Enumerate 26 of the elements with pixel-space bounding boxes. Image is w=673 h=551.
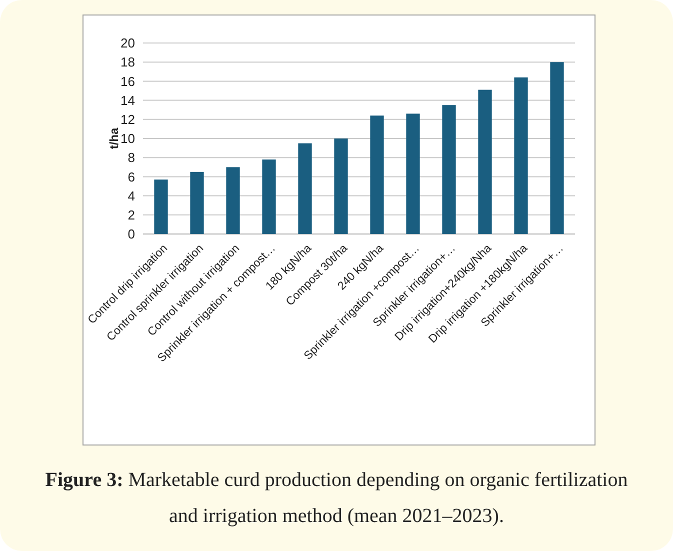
y-tick-label: 2 bbox=[128, 207, 135, 222]
bar bbox=[442, 105, 456, 234]
y-axis-title: t/ha bbox=[107, 128, 121, 150]
y-tick-label: 8 bbox=[128, 150, 135, 166]
bar bbox=[190, 172, 204, 234]
y-tick-label: 0 bbox=[128, 226, 135, 242]
bar bbox=[478, 90, 492, 234]
y-tick-label: 10 bbox=[120, 131, 135, 146]
bar bbox=[298, 143, 312, 234]
bar bbox=[262, 160, 276, 234]
bar bbox=[550, 62, 564, 234]
bar bbox=[226, 167, 240, 234]
y-tick-label: 20 bbox=[120, 36, 135, 51]
y-tick-label: 16 bbox=[120, 74, 135, 89]
y-tick-label: 4 bbox=[128, 188, 135, 204]
y-tick-label: 14 bbox=[120, 92, 135, 108]
text: Marketable curd production depending on organic fertilization and irrigation method (mean 2021–2023). bbox=[127, 469, 628, 527]
y-tick-label: 18 bbox=[120, 54, 135, 70]
bar bbox=[370, 116, 384, 234]
bar bbox=[154, 180, 168, 234]
bar bbox=[406, 114, 420, 234]
bar bbox=[334, 138, 348, 234]
caption: Figure 3: bbox=[45, 469, 124, 491]
y-tick-label: 12 bbox=[120, 112, 135, 127]
y-tick-label: 6 bbox=[128, 169, 135, 184]
bar bbox=[514, 77, 528, 234]
